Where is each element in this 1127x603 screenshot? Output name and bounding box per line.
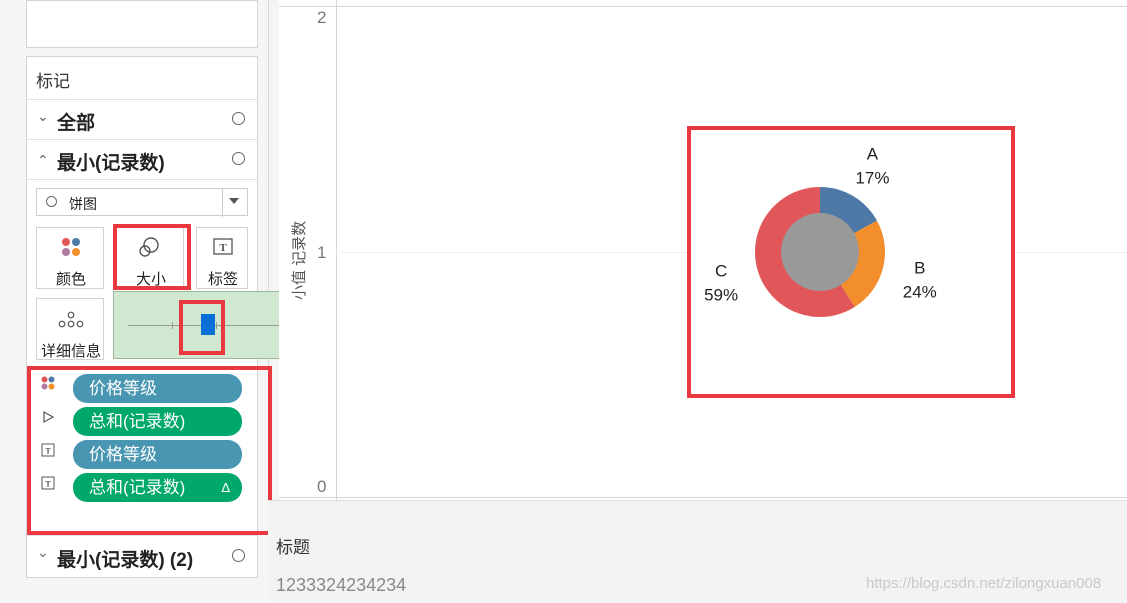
size-slider-track xyxy=(128,325,306,326)
y-tick-0: 0 xyxy=(317,477,327,496)
size-slider-thumb[interactable] xyxy=(201,314,216,335)
size-card[interactable]: 大小 xyxy=(116,227,184,289)
shelf-pill-text: 总和(记录数) xyxy=(89,478,186,497)
bottom-gridline xyxy=(279,497,1127,498)
text-icon: T xyxy=(213,238,233,255)
color-dots-icon xyxy=(62,238,80,256)
y-tick-1: 1 xyxy=(317,243,327,262)
svg-text:T: T xyxy=(45,447,51,456)
color-card[interactable]: 颜色 xyxy=(36,227,104,289)
label-card[interactable]: T 标签 xyxy=(196,227,248,289)
shelf-pill-color[interactable]: 价格等级 xyxy=(73,374,242,403)
caption-text: 1233324234234 xyxy=(276,575,407,595)
pie-panel: A 17% B 24% C 59% xyxy=(688,127,1014,397)
label-card-label: 标签 xyxy=(207,271,238,288)
detail-dots-icon xyxy=(58,311,84,328)
angle-icon xyxy=(41,410,55,424)
shelf-pill-angle[interactable]: 总和(记录数) xyxy=(73,407,242,436)
marks-all-row[interactable]: ⌄ 全部 xyxy=(27,99,257,140)
annotation-box-slider xyxy=(179,300,225,355)
marks-min-label: 最小(记录数) xyxy=(57,153,165,174)
annotation-box-size xyxy=(113,224,191,290)
donut-center xyxy=(781,213,859,291)
watermark: https://blog.csdn.net/zilongxuan008 xyxy=(866,575,1102,592)
text-icon: T xyxy=(41,443,55,457)
color-card-label: 颜色 xyxy=(55,271,86,288)
filters-box xyxy=(26,0,258,48)
mark-type-dropdown[interactable]: 饼图 xyxy=(36,188,248,217)
size-icon xyxy=(139,237,159,257)
caption-area: 标题 1233324234234 https://blog.csdn.net/z… xyxy=(268,500,1127,603)
chart-view: 2 1 0 小值 记录数 A 17% B 24% C 59% xyxy=(279,0,1127,500)
svg-text:T: T xyxy=(45,480,51,489)
chevron-down-icon: ⌄ xyxy=(37,544,49,560)
divider xyxy=(27,179,257,181)
y-axis-line xyxy=(336,0,337,500)
divider xyxy=(222,189,223,217)
marks-min-row[interactable]: ⌃ 最小(记录数) xyxy=(27,139,257,180)
pie-label-percent: 59% xyxy=(704,286,738,305)
marks-panel: 标记 ⌄ 全部 ⌃ 最小(记录数) 饼图 颜色 xyxy=(0,0,320,603)
pie-icon xyxy=(232,549,245,562)
detail-card[interactable]: 详细信息 xyxy=(36,298,104,360)
y-axis-title: 小值 记录数 xyxy=(291,220,308,300)
pie-icon xyxy=(232,152,245,165)
size-slider-tick xyxy=(216,322,217,329)
pie-label-percent: 17% xyxy=(855,168,889,187)
caption-title: 标题 xyxy=(276,538,310,557)
size-card-label: 大小 xyxy=(135,271,166,288)
svg-text:T: T xyxy=(219,242,227,254)
marks-all-label: 全部 xyxy=(57,113,96,134)
text-icon: T xyxy=(41,476,55,490)
pie-icon xyxy=(46,196,57,207)
caret-down-icon xyxy=(229,198,239,204)
chevron-down-icon: ⌄ xyxy=(37,108,49,124)
shelf-pill-label[interactable]: 价格等级 xyxy=(73,440,242,469)
shelf-pill-label-2[interactable]: 总和(记录数) Δ xyxy=(73,473,242,502)
top-gridline xyxy=(279,6,1127,7)
annotation-box-shelf xyxy=(27,366,272,535)
detail-card-label: 详细信息 xyxy=(40,343,101,360)
marks-title: 标记 xyxy=(36,72,70,91)
chevron-up-icon: ⌃ xyxy=(37,152,49,168)
mark-type-value: 饼图 xyxy=(69,196,97,212)
marks-min2-label: 最小(记录数) (2) xyxy=(57,550,194,571)
pie-label-percent: 24% xyxy=(903,283,937,302)
annotation-box-chart xyxy=(687,126,1015,398)
size-slider-tick xyxy=(172,322,173,329)
pie-label-category: B xyxy=(914,259,925,278)
y-tick-2: 2 xyxy=(317,8,327,27)
color-dots-icon xyxy=(41,376,55,390)
pie-label-category: C xyxy=(715,262,727,281)
pie-icon xyxy=(232,112,245,125)
marks-min2-row[interactable]: ⌄ 最小(记录数) (2) xyxy=(27,535,257,578)
table-calc-delta-icon: Δ xyxy=(221,480,230,495)
pie-label-category: A xyxy=(867,144,879,163)
pie-chart: A 17% B 24% C 59% xyxy=(704,144,937,317)
